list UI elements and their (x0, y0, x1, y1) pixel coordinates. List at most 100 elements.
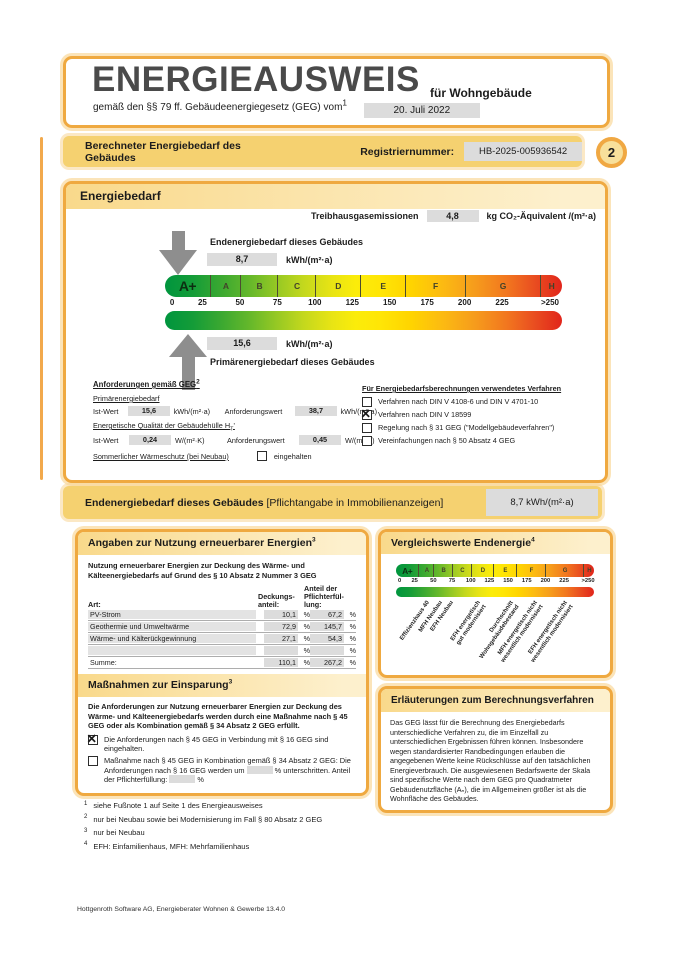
scale-tick: 200 (457, 298, 472, 307)
row-art (88, 646, 256, 656)
erlaeuterungen-box: Erläuterungen zum Berechnungsverfahren D… (378, 686, 613, 813)
sommer-row: Sommerlicher Wärmeschutz (bei Neubau) ei… (93, 451, 377, 462)
huelle-ist-value: 0,24 (129, 435, 171, 446)
anforderungen-heading-sup: 2 (196, 378, 200, 386)
endenergie-banner-value: 8,7 kWh/(m²·a) (486, 489, 598, 516)
ghg-unit: kg CO₂-Äquivalent /(m²·a) (486, 211, 597, 221)
law-footnote-marker: 1 (342, 97, 348, 108)
scale-tick: >250 (581, 577, 595, 584)
renewables-rows: PV-Strom 10,1% 67,2% Geothermie und Umweltw… (88, 609, 356, 670)
primary-energy-label: Primärenergiebedarf dieses Gebäudes (210, 357, 375, 367)
col-art: Art: (88, 600, 101, 610)
scale-band-d: D (314, 275, 361, 297)
primary-arrow-shaft (181, 357, 195, 390)
row-art: PV-Strom (88, 610, 256, 620)
scale-tick: 175 (521, 577, 532, 584)
scale-band-f: F (515, 564, 547, 577)
checkbox-unchecked[interactable] (362, 436, 372, 446)
vergleichswerte-section-title: Vergleichswerte Endenergie4 (381, 532, 610, 554)
checkbox-unchecked[interactable] (88, 756, 98, 767)
primaer-anf-value: 38,7 (295, 406, 337, 416)
massnahme-item: Maßnahme nach § 45 GEG in Kombination ge… (88, 756, 356, 784)
percent-sign: % (349, 634, 356, 644)
sommer-checkbox-label: eingehalten (273, 451, 312, 461)
erlaeuterungen-section-title: Erläuterungen zum Berechnungsverfahren (381, 689, 610, 712)
percent-sign: % (303, 622, 310, 632)
checkbox-unchecked[interactable] (362, 423, 372, 433)
comparison-scale: A+ A B C D E F G H 0 25 50 75 100 125 150 175 200 225 >250… (396, 564, 595, 663)
scale-tick: 0 (169, 298, 175, 307)
row-art: Wärme- und Kälterückgewinnung (88, 634, 256, 644)
scale-band-e: E (493, 564, 516, 577)
scale-band-f: F (404, 275, 466, 297)
row-deckung-value: 110,1 (264, 658, 298, 668)
anforderungen-block: Anforderungen gemäß GEG2 Primärenergiebe… (93, 378, 378, 462)
verfahren-item: Verfahren nach DIN V 18599 (361, 407, 610, 423)
percent-sign: % (303, 646, 310, 656)
col-pflicht: Anteil der Pflichterfül- lung: (304, 584, 344, 610)
verfahren-item: Vereinfachungen nach § 50 Absatz 4 GEG (362, 436, 610, 446)
huelle-values-row: Ist-Wert 0,24 W/(m²·K) Anforderungswert … (93, 435, 377, 446)
erlaeuterungen-text: Das GEG lässt für die Berechnung des Ene… (390, 718, 591, 803)
header-box: ENERGIEAUSWEIS für Wohngebäude gemäß den… (63, 56, 610, 128)
row-art: Summe: (90, 658, 117, 668)
row-pflicht-value: 54,3 (310, 634, 344, 644)
section-banner: Berechneter Energiebedarf des Gebäudes R… (63, 136, 582, 167)
verfahren-item-label: Verfahren nach DIN V 4108-6 und DIN V 47… (378, 397, 539, 406)
comparison-tick-row: 0 25 50 75 100 125 150 175 200 225 >250 (396, 577, 595, 586)
scale-tick: 100 (308, 298, 322, 307)
sommer-heading: Sommerlicher Wärmeschutz (bei Neubau) (93, 451, 229, 461)
checkbox-checked[interactable] (361, 407, 372, 423)
footnote: 3 nur bei Neubau (84, 827, 145, 838)
ist-label: Ist-Wert (93, 406, 119, 416)
scale-band-b: B (239, 275, 278, 297)
renewables-table-header: Art: Deckungs- anteil: Anteil der Pflich… (88, 585, 356, 609)
scale-band-c: C (277, 275, 315, 297)
scale-band-a: A (418, 564, 434, 577)
anforderungen-heading: Anforderungen gemäß GEG (93, 380, 197, 389)
verfahren-heading: Für Energiebedarfsberechnungen verwendet… (362, 384, 562, 393)
blank-value-box (246, 765, 273, 774)
checkbox-checked[interactable] (87, 732, 98, 748)
blank-value-box (169, 774, 196, 783)
percent-sign: % (349, 622, 356, 632)
erneuerbare-body: Nutzung erneuerbarer Energien zur Deckun… (78, 555, 366, 671)
table-row: Geothermie und Umweltwärme 72,9% 145,7% (88, 621, 356, 634)
scale-tick: 150 (503, 577, 513, 584)
page-number-badge: 2 (596, 137, 627, 168)
verfahren-item: Verfahren nach DIN V 4108-6 und DIN V 47… (362, 397, 610, 407)
primaer-heading: Primärenergiebedarf (93, 394, 160, 403)
erneuerbare-intro: Nutzung erneuerbarer Energien zur Deckun… (88, 561, 317, 580)
row-art: Geothermie und Umweltwärme (88, 622, 256, 632)
row-pflicht-value: 145,7 (310, 622, 344, 632)
end-energy-unit: kWh/(m²·a) (286, 255, 333, 265)
row-deckung-value: 10,1 (264, 610, 298, 620)
endenergie-banner-title: Endenergiebedarf dieses Gebäudes [Pflich… (85, 496, 444, 509)
massnahmen-body: Die Anforderungen zur Nutzung erneuerbar… (78, 697, 366, 792)
primaer-ist-unit: kWh/(m²·a) (173, 406, 211, 416)
scale-tick: 50 (235, 298, 245, 307)
scale-band-aplus: A+ (402, 565, 413, 576)
comparison-letter-bar: A+ A B C D E F G H (396, 564, 594, 577)
table-row: %% (88, 645, 356, 658)
sommer-checkbox[interactable] (256, 451, 267, 462)
massnahmen-section-title: Maßnahmen zur Einsparung3 (78, 674, 366, 698)
primaer-anf-unit: kWh/(m²·a) (340, 406, 378, 416)
primary-energy-value: 15,6 (207, 337, 277, 350)
huelle-anf-value: 0,45 (299, 435, 341, 446)
huelle-heading: Energetische Qualität der Gebäudehülle H… (93, 421, 235, 433)
end-energy-label: Endenergiebedarf dieses Gebäudes (210, 237, 364, 247)
registry-number-value: HB-2025-005936542 (464, 142, 582, 161)
massnahme-item-label: Maßnahme nach § 45 GEG in Kombination ge… (104, 756, 351, 784)
vergleichswerte-box: Vergleichswerte Endenergie4 A+ A B C D E F G H 0… (378, 529, 613, 678)
verfahren-block: Für Energiebedarfsberechnungen verwendet… (361, 384, 610, 449)
scale-band-aplus: A+ (178, 278, 197, 294)
row-pflicht-value: 267,2 (310, 658, 344, 668)
checkbox-unchecked[interactable] (362, 397, 372, 407)
huelle-ist-unit: W/(m²·K) (175, 435, 205, 445)
footnotes: 1 siehe Fußnote 1 auf Seite 1 des Energie… (84, 801, 322, 855)
scale-tick: 25 (411, 577, 418, 584)
ghg-value: 4,8 (426, 210, 479, 222)
footnote: 2 nur bei Neubau sowie bei Modernisierung… (84, 814, 323, 824)
